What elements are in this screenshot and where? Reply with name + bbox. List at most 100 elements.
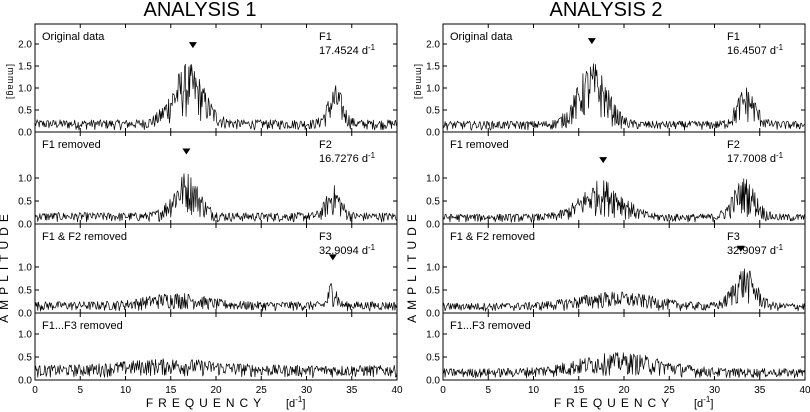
- frequency-name: F3: [727, 231, 740, 243]
- y-tick-label: 0.5: [426, 106, 440, 117]
- peak-marker: [587, 38, 596, 45]
- y-tick-label: 1.0: [18, 263, 32, 274]
- y-tick-label: 0.5: [426, 353, 440, 364]
- x-axis-unit: [d-1]: [694, 395, 713, 410]
- x-tick-label: 35: [754, 385, 766, 396]
- peak-marker: [599, 157, 608, 164]
- x-tick-label: 25: [664, 385, 676, 396]
- x-axis-label-text: FREQUENCY: [554, 396, 674, 410]
- y-tick-label: 2.0: [426, 40, 440, 51]
- y-tick-label: 0.5: [426, 286, 440, 297]
- panel-label: F1 removed: [42, 139, 101, 151]
- panel-label: F1 & F2 removed: [450, 231, 535, 243]
- y-tick-label: 0.0: [426, 128, 440, 139]
- y-tick-label: 0.0: [18, 309, 32, 320]
- x-tick-label: 25: [256, 385, 268, 396]
- chart-title-analysis-2: ANALYSIS 2: [549, 0, 662, 21]
- x-tick-label: 15: [573, 385, 585, 396]
- panel-label: F1...F3 removed: [450, 320, 531, 332]
- y-tick-label: 1.0: [18, 84, 32, 95]
- frequency-name: F3: [319, 231, 332, 243]
- y-axis-label-text: AMPLITUDE: [0, 209, 11, 323]
- y-tick-label: 0.0: [18, 128, 32, 139]
- peak-marker: [188, 42, 197, 49]
- frequency-name: F2: [319, 139, 332, 151]
- y-tick-label: 0.0: [18, 220, 32, 231]
- peak-marker: [328, 254, 337, 261]
- y-tick-label: 1.5: [18, 62, 32, 73]
- y-axis-unit: [mmag]: [6, 64, 16, 100]
- y-tick-label: 1.0: [18, 330, 32, 341]
- frequency-value: 32.9094 d-1: [319, 243, 376, 257]
- y-tick-label: 0.5: [18, 197, 32, 208]
- y-axis-label-text: AMPLITUDE: [405, 209, 419, 323]
- x-tick-label: 30: [301, 385, 313, 396]
- x-tick-label: 10: [528, 385, 540, 396]
- x-axis-label-left: FREQUENCY [d-1]: [146, 395, 306, 410]
- peak-marker: [182, 148, 191, 155]
- x-tick-label: 40: [391, 385, 403, 396]
- y-axis-unit: [mmag]: [414, 64, 424, 100]
- frequency-value: 16.7276 d-1: [319, 151, 376, 165]
- panel-label: F1 removed: [450, 139, 509, 151]
- y-tick-label: 1.0: [426, 330, 440, 341]
- spectrum-trace: [34, 283, 398, 312]
- x-axis-label-text: FREQUENCY: [146, 396, 266, 410]
- y-axis-label-left: AMPLITUDE [mmag]: [0, 64, 16, 323]
- y-axis-label-right: AMPLITUDE [mmag]: [405, 64, 424, 323]
- panel-2-4: 0.0 0.5 1.0 0 5 10 15 20 25 30 35 40 F1...F3 removed: [426, 312, 810, 396]
- x-tick-label: 5: [77, 385, 83, 396]
- y-tick-label: 1.0: [426, 263, 440, 274]
- panel-label: Original data: [42, 31, 105, 43]
- peak-marker: [736, 245, 745, 252]
- x-tick-label: 30: [709, 385, 721, 396]
- x-tick-label: 0: [32, 385, 38, 396]
- y-tick-label: 1.5: [426, 62, 440, 73]
- spectrum-trace: [34, 63, 398, 131]
- y-tick-label: 0.0: [426, 376, 440, 387]
- x-tick-label: 15: [165, 385, 177, 396]
- panel-1-4: 0.0 0.5 1.0 0 5 10 15 20 25 30 35 40 F1...F3 removed: [18, 312, 403, 396]
- spectrum-trace: [442, 268, 806, 312]
- frequency-name: F1: [727, 31, 740, 43]
- y-tick-label: 0.5: [18, 106, 32, 117]
- frequency-name: F1: [319, 31, 332, 43]
- frequency-value: 16.4507 d-1: [727, 43, 784, 57]
- spectrum-trace: [34, 173, 398, 223]
- x-tick-label: 5: [485, 385, 491, 396]
- frequency-value: 17.7008 d-1: [727, 151, 784, 165]
- y-tick-label: 0.0: [426, 309, 440, 320]
- x-tick-label: 20: [618, 385, 630, 396]
- spectrum-trace: [442, 63, 806, 131]
- spectrum-trace: [442, 352, 806, 379]
- x-tick-label: 35: [346, 385, 358, 396]
- frequency-value: 32.9097 d-1: [727, 243, 784, 257]
- frequency-value: 17.4524 d-1: [319, 43, 376, 57]
- x-tick-label: 40: [799, 385, 810, 396]
- y-tick-label: 1.0: [426, 174, 440, 185]
- x-axis-unit: [d-1]: [286, 395, 305, 410]
- y-tick-label: 2.0: [18, 40, 32, 51]
- y-tick-label: 0.0: [18, 376, 32, 387]
- y-tick-label: 0.5: [18, 286, 32, 297]
- spectrum-trace: [34, 358, 398, 378]
- frequency-name: F2: [727, 139, 740, 151]
- y-tick-label: 0.5: [426, 197, 440, 208]
- panel-label: Original data: [450, 31, 513, 43]
- y-tick-label: 1.0: [426, 84, 440, 95]
- y-tick-label: 1.0: [18, 174, 32, 185]
- y-tick-label: 0.5: [18, 353, 32, 364]
- x-tick-label: 20: [210, 385, 222, 396]
- x-tick-label: 10: [120, 385, 132, 396]
- y-tick-label: 0.0: [426, 220, 440, 231]
- spectrum-trace: [442, 178, 806, 223]
- x-axis-label-right: FREQUENCY [d-1]: [554, 395, 714, 410]
- panel-label: F1...F3 removed: [42, 320, 123, 332]
